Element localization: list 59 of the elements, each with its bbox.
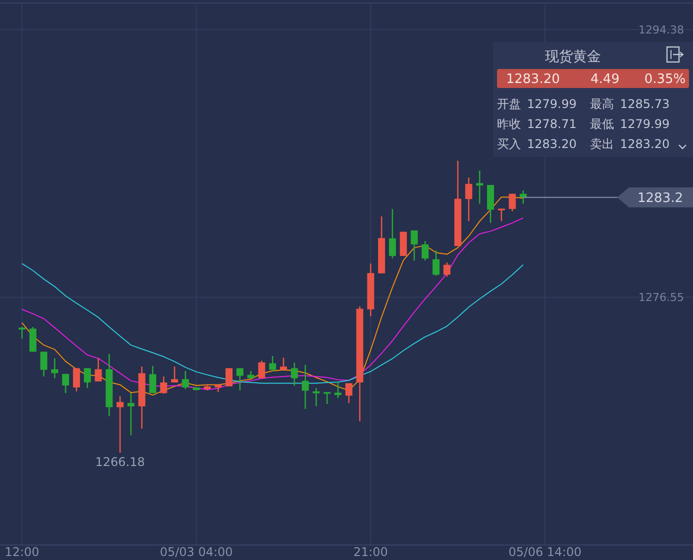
candlestick: [160, 376, 168, 394]
candlestick: [498, 208, 505, 222]
y-tick-label: 1276.55: [638, 291, 684, 304]
candlestick: [410, 230, 418, 262]
candlestick: [465, 176, 472, 222]
candlestick: [422, 240, 429, 262]
annotation: 1266.18: [95, 454, 145, 469]
candlestick: [345, 382, 352, 404]
candlestick: [149, 365, 156, 394]
candlestick: [236, 368, 244, 392]
candlestick: [18, 326, 26, 340]
text: 0.35%: [644, 72, 686, 87]
text: 最低: [590, 117, 614, 131]
candlestick: [476, 170, 484, 204]
candlestick: [388, 208, 396, 259]
candlestick: [84, 368, 91, 389]
annotation: 1283.20: [527, 137, 577, 151]
annotation: 买入: [497, 137, 521, 151]
y-tick-label: 1294.38: [638, 23, 684, 36]
x-tick-label: 05/06 14:00: [508, 545, 582, 559]
annotation: 1278.71: [527, 117, 577, 131]
candlestick: [302, 364, 309, 410]
text: 卖出: [590, 137, 614, 151]
candlestick: [94, 358, 102, 382]
x-tick-label: 05/03 04:00: [160, 545, 233, 559]
candlestick: [72, 368, 80, 392]
candlestick: [116, 396, 124, 454]
candlestick: [508, 193, 516, 212]
candlestick: [127, 392, 134, 436]
candlestick: [51, 358, 58, 379]
candlestick: [182, 370, 189, 390]
candlestick: [312, 387, 320, 407]
annotation: 1283.20: [506, 72, 560, 87]
candlestick: [432, 250, 440, 276]
annotation: 开盘: [497, 97, 521, 111]
annotation: 昨收: [497, 117, 521, 131]
candlestick: [269, 355, 276, 372]
candlestick: [226, 368, 233, 388]
candlestick: [443, 262, 450, 278]
candlestick: [171, 366, 178, 384]
candlestick: [334, 380, 342, 399]
text: 4.49: [590, 72, 620, 87]
text: 现货黄金: [545, 49, 601, 65]
text: 最高: [590, 97, 614, 111]
ref-line-label: 1283.2: [638, 190, 683, 206]
candlestick: [29, 326, 36, 352]
candlestick: [62, 373, 70, 394]
annotation: 1279.99: [527, 97, 577, 111]
text: 1285.73: [620, 97, 670, 111]
candlestick: [520, 190, 527, 204]
candlestick: [280, 357, 287, 371]
x-tick-label: 21:00: [353, 545, 388, 559]
candlestick: [290, 362, 298, 386]
text: 1279.99: [620, 117, 670, 131]
candlestick: [324, 391, 331, 405]
text: 1283.20: [620, 137, 670, 151]
x-tick-label: 12:00: [4, 545, 40, 559]
candlestick: [258, 360, 266, 379]
candlestick: [40, 351, 48, 378]
